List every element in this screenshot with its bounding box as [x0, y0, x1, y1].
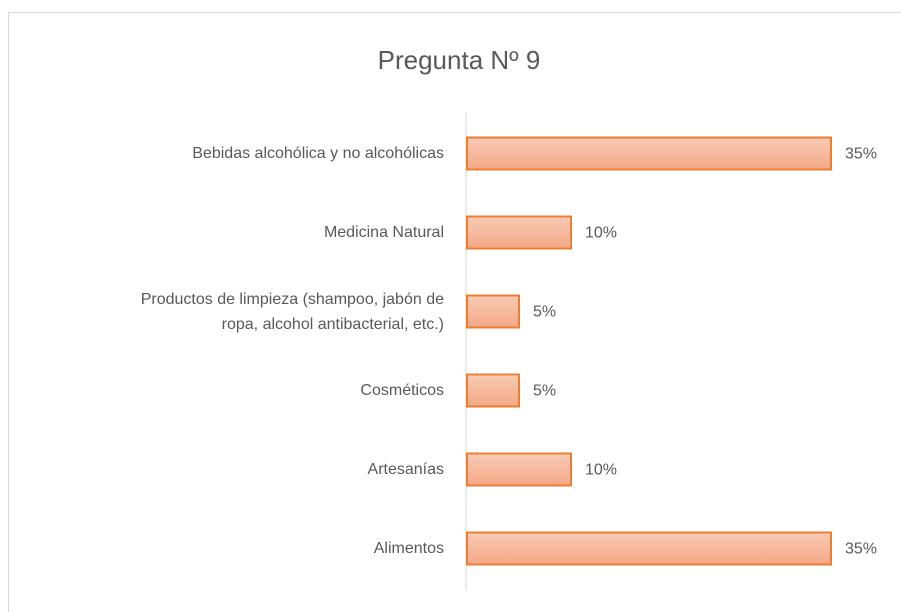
value-label: 5% [533, 383, 556, 400]
value-label: 35% [845, 146, 877, 163]
category-label: Medicina Natural [323, 224, 444, 241]
category-label: Productos de limpieza (shampoo, jabón de… [140, 290, 444, 333]
category-label: Bebidas alcohólica y no alcohólicas [192, 145, 444, 162]
bar [466, 215, 572, 250]
value-label: 35% [845, 541, 877, 558]
value-label: 10% [585, 462, 617, 479]
chart-title: Pregunta Nº 9 [378, 45, 541, 75]
bar [466, 294, 520, 329]
bar [466, 136, 832, 171]
category-label: Cosméticos [360, 382, 444, 399]
bar [466, 452, 572, 487]
value-label: 10% [585, 225, 617, 242]
category-label: Artesanías [367, 461, 444, 478]
value-label: 5% [533, 304, 556, 321]
chart-border [8, 12, 901, 612]
category-label: Alimentos [373, 540, 444, 557]
bar [466, 531, 832, 566]
bar [466, 373, 520, 408]
